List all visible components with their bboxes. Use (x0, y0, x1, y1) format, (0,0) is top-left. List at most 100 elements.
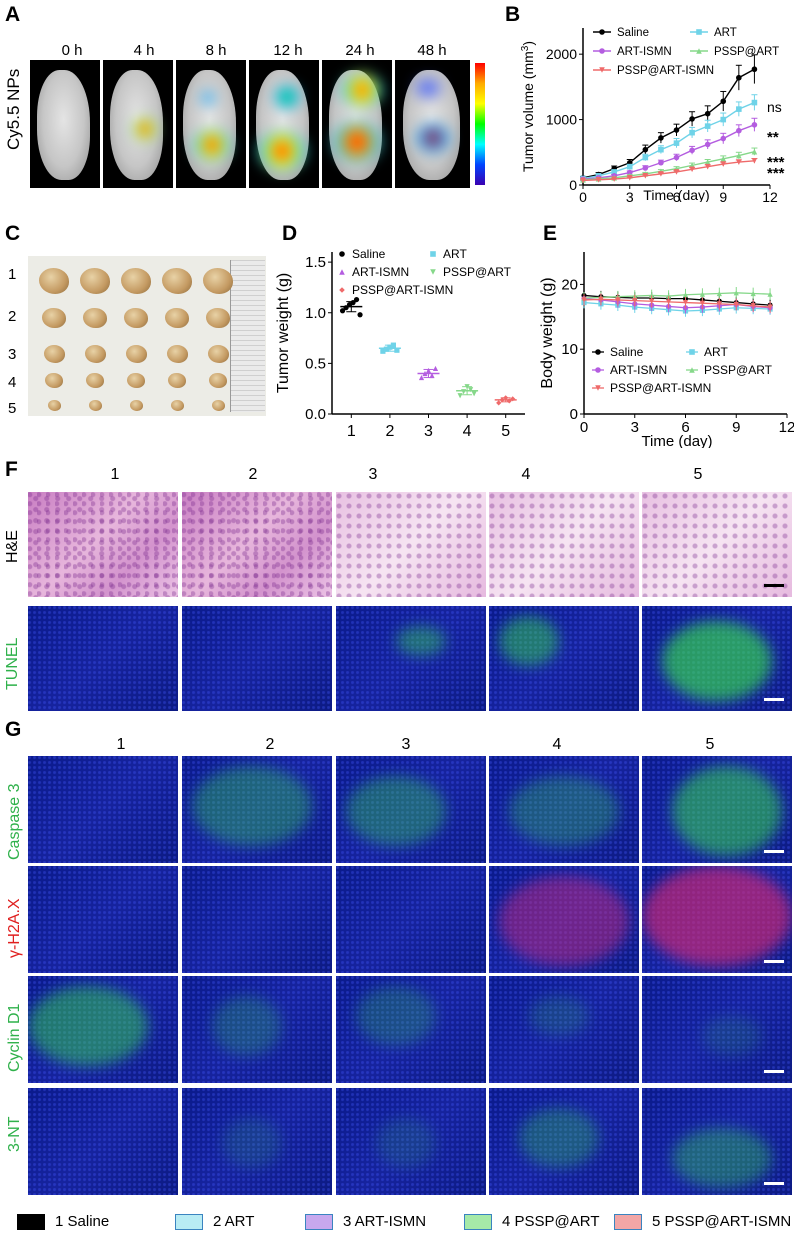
timepoint-label-0h: 0 h (61, 42, 83, 59)
data-point (611, 176, 617, 182)
data-point (581, 297, 587, 303)
legend-marker (689, 349, 695, 355)
series-line (583, 298, 771, 308)
tumor-image (39, 268, 69, 294)
series-line (583, 301, 771, 312)
series-line (582, 101, 755, 180)
data-point (699, 300, 706, 306)
data-point (626, 175, 633, 181)
data-point (432, 365, 439, 372)
data-point (339, 308, 346, 314)
tumor-image (43, 345, 65, 363)
group-pssp-art (456, 384, 479, 399)
data-point (658, 159, 664, 166)
data-point (383, 346, 389, 352)
data-point (642, 154, 649, 161)
tumor-image (209, 373, 227, 389)
legend-text: PSSP@ART (704, 363, 773, 377)
caspase3-image-3 (336, 756, 486, 863)
group-art (378, 342, 401, 354)
scale-bar (764, 584, 784, 587)
cyclind1-image-5 (642, 976, 792, 1083)
data-point (665, 299, 672, 305)
significance-label: ns (767, 99, 782, 115)
gh2ax-image-4 (489, 866, 639, 973)
tunel-image-1 (28, 606, 178, 711)
tumor-row-3: 3 (8, 346, 17, 363)
series-pssp-art-ismn (580, 157, 758, 184)
data-point (716, 290, 722, 297)
tumor-image (84, 345, 106, 363)
data-point (658, 146, 664, 153)
data-point (461, 389, 467, 395)
data-point (750, 290, 756, 297)
scale-bar (764, 698, 784, 701)
legend-marker (339, 287, 345, 293)
data-point (626, 163, 633, 170)
legend-marker (339, 251, 345, 257)
caspase3-image-1 (28, 756, 178, 863)
tumor-image (86, 373, 104, 389)
series-art-ismn (580, 117, 758, 182)
data-point (673, 127, 680, 133)
data-point (350, 300, 356, 306)
x-tick-label: 4 (463, 423, 472, 440)
y-tick-label: 1.5 (305, 254, 326, 271)
tunel-row-label: TUNEL (4, 637, 21, 690)
data-point (682, 292, 689, 298)
data-point (689, 116, 695, 122)
legend-marker (696, 29, 702, 35)
data-point (733, 301, 739, 308)
data-point (720, 135, 727, 142)
tumor-image (129, 400, 143, 412)
y-tick-label: 20 (561, 276, 578, 293)
group-art-ismn (417, 365, 440, 381)
legend-marker (599, 48, 605, 54)
legend-text: PSSP@ART-ISMN (352, 283, 453, 297)
y-tick-label: 0 (570, 406, 578, 423)
tumor-image (45, 373, 63, 389)
3nt-image-4 (489, 1088, 639, 1195)
tumor-row-1: 1 (8, 266, 17, 283)
x-tick-label: 2 (385, 423, 394, 440)
group-saline (339, 296, 363, 318)
gh2ax-image-1 (28, 866, 178, 973)
he-row-label: H&E (4, 530, 21, 563)
legend-label: 5 PSSP@ART-ISMN (652, 1213, 792, 1230)
data-point (736, 152, 742, 159)
panel-label-g: G (5, 718, 22, 741)
tumor-image (203, 268, 233, 294)
legend-swatch (175, 1213, 203, 1230)
data-point (626, 169, 633, 176)
data-point (673, 154, 680, 161)
tumor-image (162, 268, 192, 294)
data-point (353, 296, 360, 303)
data-point (750, 303, 756, 309)
data-point (704, 110, 711, 117)
data-point (422, 370, 428, 377)
y-tick-label: 2000 (546, 46, 577, 62)
x-axis-title: Time (day) (641, 433, 712, 448)
data-point (357, 312, 363, 318)
mouse-image-4h (103, 60, 173, 188)
timepoint-label-24h: 24 h (345, 42, 375, 59)
x-tick-label: 0 (580, 419, 588, 436)
legend-label: 1 Saline (55, 1213, 110, 1230)
tunel-image-2 (182, 606, 332, 711)
legend-label: 3 ART-ISMN (343, 1213, 427, 1230)
legend-label: 4 PSSP@ART (502, 1213, 600, 1230)
g-column-2: 2 (265, 736, 275, 753)
tunel-image-5 (642, 606, 792, 711)
3nt-image-2 (182, 1088, 332, 1195)
series-art (580, 94, 758, 182)
gh2ax-image-2 (182, 866, 332, 973)
data-point (751, 148, 758, 155)
x-tick-label: 0 (579, 189, 587, 202)
g-column-4: 4 (552, 736, 562, 753)
3nt-image-5 (642, 1088, 792, 1195)
scale-bar (764, 960, 784, 963)
legend-item-art-ismn: 3 ART-ISMN (305, 1213, 426, 1230)
data-point (720, 98, 727, 105)
data-point (642, 146, 649, 153)
y-tick-label: 10 (561, 341, 578, 358)
